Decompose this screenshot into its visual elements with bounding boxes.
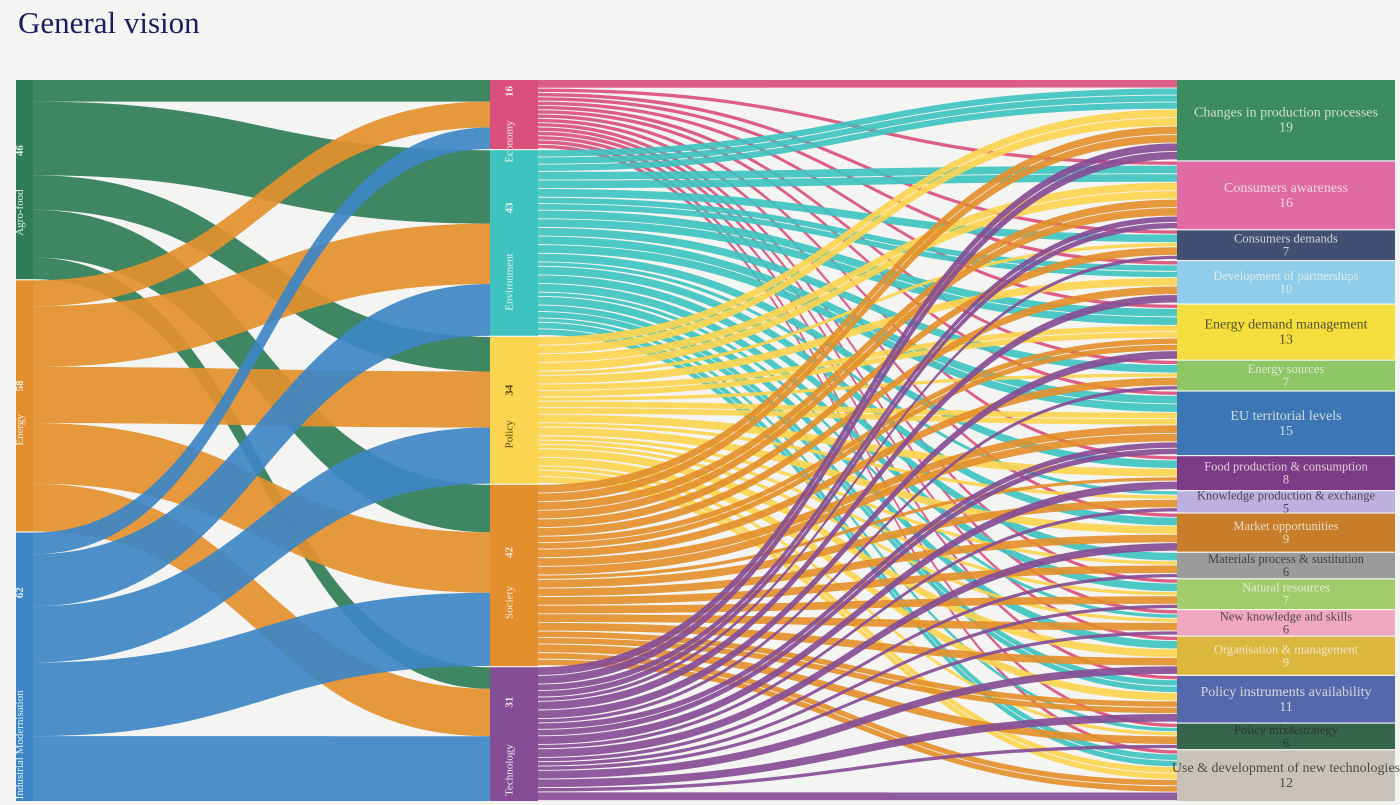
svg-text:Development of partnerships: Development of partnerships	[1213, 269, 1358, 283]
svg-text:7: 7	[1283, 245, 1289, 259]
svg-text:16: 16	[1279, 196, 1293, 211]
svg-text:12: 12	[1279, 776, 1293, 791]
svg-text:Policy mix&strategy: Policy mix&strategy	[1234, 723, 1339, 737]
svg-text:Policy instruments availabilit: Policy instruments availability	[1200, 685, 1371, 700]
svg-text:8: 8	[1283, 473, 1289, 487]
svg-text:5: 5	[1283, 501, 1289, 515]
svg-text:Economy16: Economy16	[504, 86, 516, 163]
svg-text:Natural resources: Natural resources	[1242, 581, 1330, 595]
svg-text:6: 6	[1283, 622, 1289, 636]
svg-text:Energy demand management: Energy demand management	[1204, 318, 1367, 333]
svg-text:9: 9	[1283, 532, 1289, 546]
svg-text:7: 7	[1283, 375, 1289, 389]
svg-text:New knowledge and skills: New knowledge and skills	[1220, 609, 1352, 623]
svg-text:Changes in production processe: Changes in production processes	[1194, 106, 1378, 121]
svg-text:Food production & consumption: Food production & consumption	[1204, 460, 1368, 474]
svg-text:6: 6	[1283, 736, 1289, 750]
svg-text:13: 13	[1279, 333, 1293, 348]
svg-text:Knowledge production & exchang: Knowledge production & exchange	[1197, 488, 1376, 502]
svg-text:Energy sources: Energy sources	[1248, 362, 1325, 376]
svg-text:Market opportunities: Market opportunities	[1233, 519, 1338, 533]
svg-text:Organisation & management: Organisation & management	[1214, 642, 1359, 656]
svg-text:EU territorial levels: EU territorial levels	[1230, 409, 1341, 424]
svg-text:10: 10	[1280, 282, 1293, 296]
svg-text:19: 19	[1279, 121, 1293, 136]
svg-text:Consumers demands: Consumers demands	[1234, 232, 1338, 246]
svg-text:Consumers awareness: Consumers awareness	[1224, 181, 1348, 196]
svg-text:11: 11	[1279, 700, 1292, 715]
svg-text:7: 7	[1283, 594, 1289, 608]
svg-text:Use & development of new tech: Use & development of new technologies	[1172, 761, 1400, 776]
svg-text:9: 9	[1283, 655, 1289, 669]
svg-text:6: 6	[1283, 565, 1289, 579]
svg-text:Materials process & sustitutio: Materials process & sustitution	[1208, 552, 1365, 566]
svg-text:15: 15	[1279, 424, 1293, 439]
